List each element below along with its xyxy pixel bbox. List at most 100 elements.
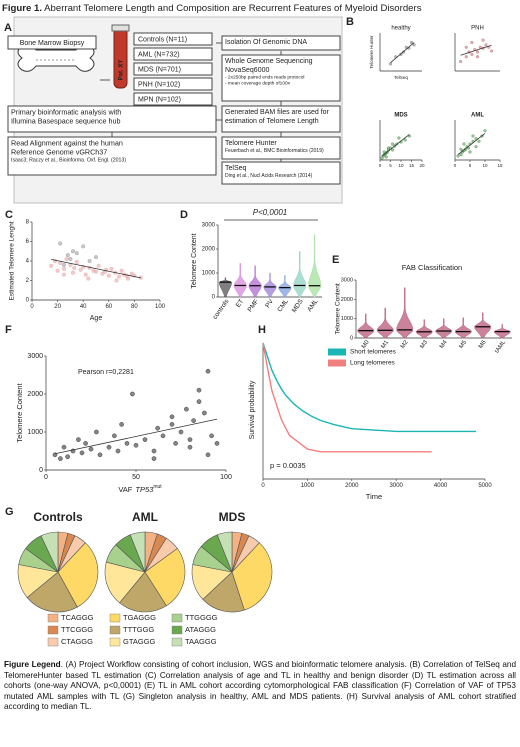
data-point [93,269,98,274]
y-tick-label: 3000 [27,353,43,360]
y-tick-label: 1000 [27,429,43,436]
legend-swatch [109,613,121,623]
data-point [130,391,135,397]
data-point [74,259,79,264]
x-tick-label: M2 [400,339,410,350]
cohort-box [133,47,213,61]
workflow-text: - mean coverage depth of100x [225,81,291,87]
x-axis-label-part: TP53 [135,485,154,494]
x-tick-label: 0 [44,474,48,481]
pie-slice [104,561,146,604]
cohort-label: AML (N=732) [138,51,180,58]
cohort-label: PNH (N=102) [138,81,180,88]
data-point [471,134,475,138]
legend-label: ATAGGG [185,625,216,634]
data-point [382,150,386,154]
regression-line [390,42,415,63]
data-point [65,253,70,258]
pie-slice [144,548,186,607]
x-tick-label: 0 [379,163,382,168]
panel-letter: G [5,506,14,518]
plot-title: FAB Classification [402,263,462,272]
x-tick-label: 10 [398,163,404,168]
workflow-text: Illumina Basespace sequence hub [11,116,120,125]
data-point [106,273,111,278]
y-axis-label: Telomere Content [15,382,24,442]
data-point [62,266,67,271]
data-point [474,145,478,149]
legend-swatch [47,625,59,635]
x-axis-label-part: VAF [118,485,132,494]
data-point [83,272,88,277]
data-point [205,368,211,374]
survival-curve [262,342,432,453]
workflow-text: Feuerbach et al., BMC Bioinformatics (20… [225,148,324,154]
data-point [490,49,494,53]
workflow-text: Generated BAM files are used for [225,109,330,116]
x-axis-label: Age [90,315,103,322]
workflow-text: Telomere Hunter [225,140,277,147]
data-point [124,441,130,446]
data-point [191,418,196,423]
x-tick-label: 4000 [434,483,448,489]
x-tick-label: 0 [261,483,265,489]
x-axis-label: VAF TP53mut [118,484,162,494]
workflow-box [7,105,217,133]
x-tick-label: 1000 [301,483,315,489]
data-point [464,55,468,59]
data-point [151,456,157,461]
x-axis-label: Time [366,492,382,501]
data-point [470,40,474,45]
panel-letter: B [346,16,354,28]
x-tick-label: 15 [409,163,415,168]
violin [474,312,492,339]
figure-legend: Figure Legend. (A) Project Workflow cons… [4,660,516,713]
workflow-box [221,136,341,160]
data-point [83,441,88,446]
x-tick-label: 2000 [345,483,359,489]
panel-letter: A [4,22,12,34]
violin [278,275,292,298]
plot-title: AML [471,113,484,119]
data-point [55,268,60,273]
legend-label: TCAGGG [61,613,94,622]
legend-label: TTTGGG [123,625,154,634]
workflow-text: - 2x250bp paired ends reads protocol [225,75,304,81]
data-point [459,59,463,64]
y-tick-label: 2000 [202,247,216,253]
figure-title-text: Aberrant Telomere Length and Composition… [44,3,422,14]
x-tick-label: M3 [419,339,429,350]
workflow-text: Ding et al., Nucl Acids Research (2014) [225,173,313,179]
workflow-text: NovaSeq6000 [225,67,269,74]
x-tick-label: controls [212,298,231,321]
y-tick-label: 6 [26,239,30,245]
data-point [62,272,67,277]
data-point [79,450,85,456]
data-point [462,142,466,146]
x-tick-label: ET [235,298,246,309]
x-tick-label: tAML [494,339,507,354]
legend-swatch [47,637,59,647]
y-tick-label: 0 [350,335,353,341]
workflow-box [221,35,341,51]
regression-line [457,133,486,155]
data-point [96,263,101,268]
pie-slice [119,571,167,613]
data-point [49,263,54,268]
x-axis-label-part: mut [153,484,162,490]
legend-label: GTAGGG [123,637,156,646]
y-tick-label: 2 [26,278,30,284]
legend-text: . (A) Project Workflow consisting of coh… [4,660,517,711]
x-tick-label: 15 [497,163,503,168]
workflow-box [221,161,341,185]
violin [218,277,232,298]
legend-label: TAAGGG [185,637,217,646]
x-tick-label: AML [306,298,320,313]
cohort-label: Controls (N=11) [138,36,187,43]
data-point [214,441,220,446]
annotation: P<0,0001 [253,208,287,217]
annotation: Pearson r=0,2281 [78,369,134,376]
x-tick-label: M1 [380,339,390,350]
data-point [160,433,166,439]
